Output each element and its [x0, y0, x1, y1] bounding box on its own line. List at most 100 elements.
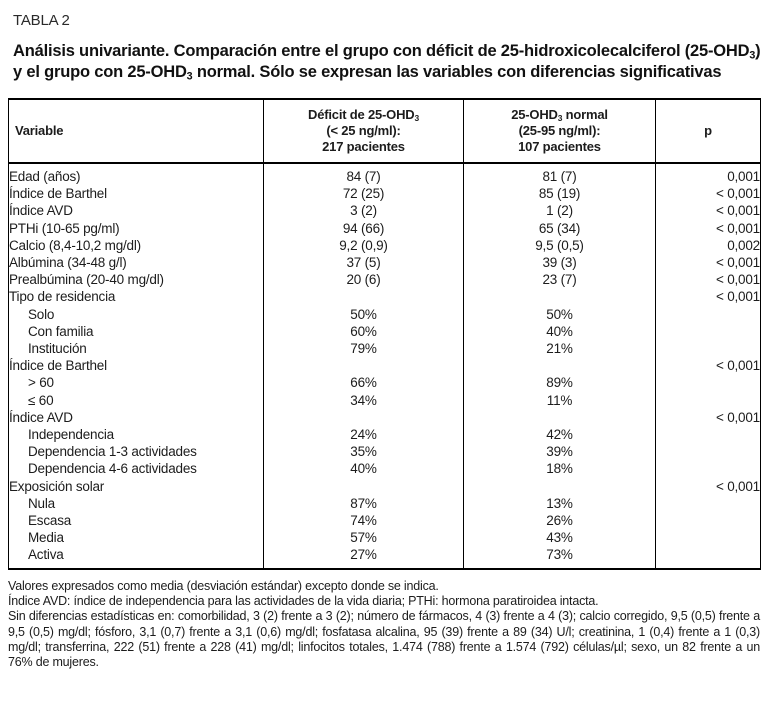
variable-cell: Calcio (8,4-10,2 mg/dl)	[9, 237, 141, 253]
normal-value-cell: 23 (7)	[463, 271, 656, 289]
normal-header-line1: 25-OHD3 normal	[511, 107, 608, 122]
normal-value-cell: 9,5 (0,5)	[463, 236, 656, 255]
p-value-cell	[655, 443, 761, 461]
deficit-value-cell: 94 (66)	[263, 219, 464, 237]
normal-value-cell: 18%	[463, 460, 656, 478]
table-row: PTHi (10-65 pg/ml) 94 (66) 65 (34) < 0,001	[9, 219, 761, 237]
deficit-value-cell	[263, 357, 464, 375]
table-row: Independencia 24% 42%	[9, 426, 761, 444]
p-value-cell	[655, 322, 761, 341]
deficit-value-cell: 60%	[263, 322, 464, 341]
p-value-cell	[655, 374, 761, 392]
table-row: Índice de Barthel < 0,001	[9, 357, 761, 375]
variable-cell: Media	[28, 530, 64, 546]
header-text: 25-OHD	[511, 107, 558, 122]
normal-value-cell	[463, 477, 656, 495]
deficit-value-cell: 24%	[263, 426, 464, 444]
normal-value-cell: 13%	[463, 494, 656, 513]
deficit-value-cell: 40%	[263, 460, 464, 478]
deficit-value-cell	[263, 408, 464, 427]
deficit-header-line3: 217 pacientes	[322, 139, 405, 154]
p-value-cell	[655, 460, 761, 478]
variable-column-header: Variable	[8, 99, 264, 164]
normal-value-cell	[463, 408, 656, 427]
p-column-header: p	[655, 99, 761, 164]
normal-value-cell	[463, 288, 656, 306]
header-subscript: 3	[414, 113, 419, 124]
table-row: Índice AVD < 0,001	[9, 408, 761, 427]
p-value-cell	[655, 512, 761, 530]
p-value-cell	[655, 305, 761, 323]
variable-cell: PTHi (10-65 pg/ml)	[9, 220, 120, 236]
results-table: Variable Déficit de 25-OHD3 (< 25 ng/ml)…	[8, 98, 761, 570]
table-row: Activa 27% 73%	[9, 546, 761, 569]
p-value-cell: < 0,001	[655, 357, 761, 375]
deficit-header-line1: Déficit de 25-OHD3	[308, 107, 419, 122]
normal-value-cell: 42%	[463, 426, 656, 444]
deficit-value-cell: 66%	[263, 374, 464, 392]
p-value-cell: < 0,001	[655, 271, 761, 289]
variable-cell: Activa	[28, 547, 64, 563]
deficit-value-cell: 84 (7)	[263, 163, 464, 186]
p-value-cell: < 0,001	[655, 288, 761, 306]
normal-value-cell: 81 (7)	[463, 163, 656, 186]
deficit-value-cell: 9,2 (0,9)	[263, 236, 464, 255]
normal-value-cell: 65 (34)	[463, 219, 656, 237]
variable-cell: Exposición solar	[9, 478, 105, 494]
table-title-segment: Análisis univariante. Comparación entre …	[13, 42, 750, 60]
variable-cell: Índice de Barthel	[9, 186, 107, 202]
table-row: Albúmina (34-48 g/l) 37 (5) 39 (3) < 0,001	[9, 254, 761, 272]
normal-header-line2: (25-95 ng/ml):	[518, 123, 601, 138]
normal-header-line3: 107 pacientes	[518, 139, 601, 154]
variable-cell: Dependencia 4-6 actividades	[28, 461, 197, 477]
deficit-value-cell: 27%	[263, 546, 464, 569]
table-row: Con familia 60% 40%	[9, 322, 761, 341]
footnote-line: Valores expresados como media (desviació…	[8, 578, 439, 593]
p-value-cell	[655, 546, 761, 569]
deficit-value-cell	[263, 477, 464, 495]
table-row: Índice de Barthel 72 (25) 85 (19) < 0,001	[9, 185, 761, 203]
variable-cell: Índice AVD	[9, 409, 73, 425]
deficit-value-cell: 3 (2)	[263, 202, 464, 220]
table-row: Dependencia 1-3 actividades 35% 39%	[9, 443, 761, 461]
deficit-value-cell: 72 (25)	[263, 185, 464, 203]
table-row: Prealbúmina (20-40 mg/dl) 20 (6) 23 (7) < 0…	[9, 271, 761, 289]
variable-cell: Índice de Barthel	[9, 358, 107, 374]
variable-cell: Independencia	[28, 427, 114, 443]
deficit-value-cell: 87%	[263, 494, 464, 513]
variable-cell: Nula	[28, 495, 55, 511]
deficit-value-cell: 20 (6)	[263, 271, 464, 289]
p-value-cell	[655, 494, 761, 513]
table-row: Tipo de residencia < 0,001	[9, 288, 761, 306]
variable-cell: Albúmina (34-48 g/l)	[9, 255, 127, 271]
variable-cell: Institución	[28, 341, 87, 357]
table-row: Media 57% 43%	[9, 529, 761, 547]
paper-page: TABLA 2 Análisis univariante. Comparació…	[8, 12, 761, 669]
deficit-value-cell: 37 (5)	[263, 254, 464, 272]
p-value-cell: < 0,001	[655, 254, 761, 272]
table-header-row: Variable Déficit de 25-OHD3 (< 25 ng/ml)…	[8, 99, 761, 164]
table-header: Variable Déficit de 25-OHD3 (< 25 ng/ml)…	[8, 99, 761, 164]
variable-cell: > 60	[28, 375, 54, 391]
deficit-header-line2: (< 25 ng/ml):	[326, 123, 401, 138]
deficit-value-cell: 34%	[263, 391, 464, 409]
footnote-line: Índice AVD: índice de independencia para…	[8, 593, 599, 608]
table-title-subscript: 3	[186, 70, 193, 83]
deficit-value-cell: 50%	[263, 305, 464, 323]
deficit-value-cell	[263, 288, 464, 306]
p-value-cell	[655, 426, 761, 444]
p-value-cell	[655, 529, 761, 547]
p-value-cell: < 0,001	[655, 202, 761, 220]
normal-value-cell: 85 (19)	[463, 185, 656, 203]
normal-value-cell: 21%	[463, 340, 656, 358]
normal-value-cell: 11%	[463, 391, 656, 409]
table-row: Dependencia 4-6 actividades 40% 18%	[9, 460, 761, 478]
normal-value-cell: 89%	[463, 374, 656, 392]
p-value-cell	[655, 391, 761, 409]
variable-cell: Solo	[28, 306, 55, 322]
table-row: Solo 50% 50%	[9, 305, 761, 323]
table-row: ≤ 60 34% 11%	[9, 391, 761, 409]
p-value-cell: 0,001	[655, 163, 761, 186]
variable-cell: Tipo de residencia	[9, 289, 116, 305]
table-row: Índice AVD 3 (2) 1 (2) < 0,001	[9, 202, 761, 220]
